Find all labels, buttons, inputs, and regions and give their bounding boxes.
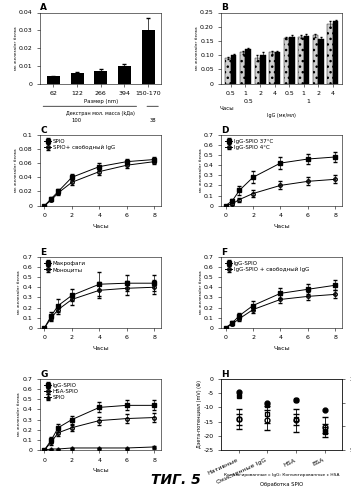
Bar [118,66,131,84]
Bar [47,76,60,84]
Bar [298,36,304,84]
Y-axis label: мк железа/мг белка: мк железа/мг белка [199,148,203,192]
Legend: IgG-SPIO, HSA-SPIO, SPIO: IgG-SPIO, HSA-SPIO, SPIO [43,382,80,401]
Text: B: B [221,4,229,13]
Text: H: H [221,370,229,379]
Text: Обработка SPIO: Обработка SPIO [260,482,303,487]
Text: 0.5: 0.5 [243,99,253,104]
Legend: IgG-SPIO 37°C, IgG-SPIO 4°C: IgG-SPIO 37°C, IgG-SPIO 4°C [224,138,274,151]
Bar [313,35,318,84]
Y-axis label: мк железа/мг белка: мк железа/мг белка [14,148,18,192]
Text: G: G [40,370,48,379]
Y-axis label: мк железа/мг белка: мк железа/мг белка [18,270,21,314]
Text: F: F [221,248,227,256]
Y-axis label: Дзета-потенциал (mV) (⊕): Дзета-потенциал (mV) (⊕) [197,380,202,448]
Bar [304,36,309,84]
Bar [333,21,338,84]
Bar [94,71,107,84]
Text: A: A [40,4,47,13]
Bar [284,38,289,84]
Bar [245,50,251,84]
Text: C: C [40,126,47,134]
Text: Декстран мол. масса (kДa): Декстран мол. масса (kДa) [66,110,135,116]
Legend: SPIO, SPIO+ свободный IgG: SPIO, SPIO+ свободный IgG [43,138,116,151]
Text: IgG (мк/мл): IgG (мк/мл) [267,114,296,118]
Text: 100: 100 [72,118,82,122]
Bar [225,58,231,84]
Text: Размер (nm): Размер (nm) [84,99,118,104]
Text: E: E [40,248,46,256]
Y-axis label: мк железа/мг белка: мк железа/мг белка [195,26,199,70]
Bar [254,58,260,84]
Bar [231,55,237,84]
X-axis label: Часы: Часы [273,346,290,351]
Bar [141,30,154,84]
X-axis label: Часы: Часы [92,346,109,351]
Bar [269,52,274,84]
Text: Конъюгированные с IgG: Конъюгированные с HSA: Конъюгированные с IgG: Конъюгированные с… [224,472,340,476]
X-axis label: Часы: Часы [273,224,290,229]
Bar [260,55,266,84]
X-axis label: Часы: Часы [92,224,109,229]
Y-axis label: мк железа/мг белка: мк железа/мг белка [18,392,21,436]
Bar [274,52,280,84]
Text: 1: 1 [306,99,310,104]
Bar [327,24,333,84]
Legend: IgG-SPIO, IgG-SPIO + свободный IgG: IgG-SPIO, IgG-SPIO + свободный IgG [224,260,310,273]
Text: 38: 38 [149,118,156,122]
Text: D: D [221,126,229,134]
Legend: Макрофаги, Моноциты: Макрофаги, Моноциты [43,260,87,273]
Text: ΤИГ. 5: ΤИГ. 5 [151,474,200,488]
Y-axis label: мк железа/мг белка: мк железа/мг белка [14,26,18,70]
Text: Часы: Часы [219,106,234,112]
Y-axis label: мк железа/мг белка: мк железа/мг белка [199,270,203,314]
Bar [240,52,245,84]
X-axis label: Часы: Часы [92,468,109,473]
Bar [318,40,324,84]
Bar [289,36,294,84]
Bar [71,73,84,84]
